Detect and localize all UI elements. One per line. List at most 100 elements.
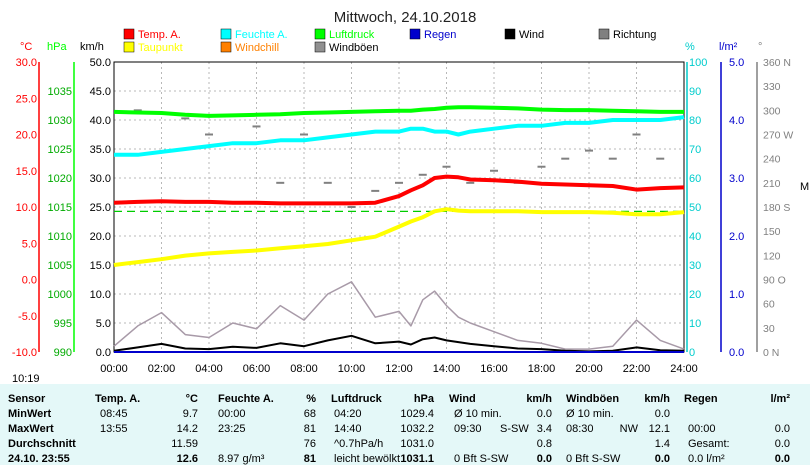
direction-tick-label: 0 N	[763, 347, 779, 359]
series-line-taupunkt	[113, 207, 685, 267]
header-humidity: Feuchte A.	[218, 393, 274, 405]
legend-swatch-6	[123, 41, 135, 53]
wind-value: 0.0	[536, 408, 552, 420]
legend: Temp. A. Feuchte A. Luftdruck Regen Wind Rich…	[123, 28, 656, 54]
gust-value: 12.1	[648, 423, 670, 435]
wind-tick-label: 10.0	[90, 289, 111, 301]
series-line-temp-a-	[113, 174, 685, 206]
rain-value: 0.0	[774, 453, 790, 465]
legend-label-8: Windböen	[329, 42, 379, 54]
pressure-time: ^0.7hPa/h	[334, 438, 384, 450]
humidity-tick-label: 20	[689, 289, 701, 301]
direction-tick-label: 180 S	[763, 202, 790, 214]
time-tick-label: 20:00	[575, 363, 603, 375]
humidity-time: 23:25	[218, 423, 246, 435]
grid	[113, 61, 685, 353]
legend-label-6: Taupunkt	[138, 42, 183, 54]
rain-tick-label: 1.0	[729, 289, 744, 301]
temp-value: 12.6	[176, 453, 198, 465]
header-temp-unit: °C	[185, 393, 198, 405]
direction-tick-label: 300	[763, 105, 781, 117]
header-humidity-unit: %	[306, 393, 316, 405]
wind-tick-label: 0.0	[96, 347, 111, 359]
temp-value: 9.7	[182, 408, 198, 420]
header-gust: Windböen	[566, 393, 620, 405]
rain-tick-label: 4.0	[729, 115, 744, 127]
wind-tick-label: 25.0	[90, 202, 111, 214]
wind-time: Ø 10 min.	[454, 408, 502, 420]
temp-tick-label: 5.0	[22, 238, 37, 250]
legend-swatch-7	[220, 41, 232, 53]
time-tick-label: 02:00	[148, 363, 176, 375]
pressure-tick-label: 1000	[48, 289, 72, 301]
temp-tick-label: 25.0	[16, 93, 37, 105]
humidity-tick-label: 0	[689, 347, 695, 359]
header-rain-unit: l/m²	[770, 393, 790, 405]
humidity-time: 8.97 g/m³	[218, 453, 265, 465]
rain-value: 0.0	[774, 438, 790, 450]
humidity-tick-label: 50	[689, 202, 701, 214]
wind-tick-label: 30.0	[90, 173, 111, 185]
gust-value: 0.0	[654, 408, 670, 420]
wind-time: 09:30	[454, 423, 482, 435]
time-tick-label: 18:00	[528, 363, 556, 375]
wind-tick-label: 45.0	[90, 86, 111, 98]
wind-tick-label: 50.0	[90, 57, 111, 69]
weather-chart: Mittwoch, 24.10.2018 Temp. A. Feuchte A. L…	[12, 9, 809, 384]
row-label: MinWert	[8, 408, 52, 420]
legend-swatch-0	[123, 28, 135, 40]
humidity-tick-label: 70	[689, 144, 701, 156]
humidity-tick-label: 40	[689, 231, 701, 243]
pressure-tick-label: 1010	[48, 231, 72, 243]
pressure-value: 1031.1	[400, 453, 434, 465]
legend-swatch-8	[314, 41, 326, 53]
row-label: MaxWert	[8, 423, 54, 435]
axes: 30.0 25.0 20.0 15.0 10.0 5.0 0.0 -5.0 -10.0 1035 1…	[12, 57, 794, 375]
legend-label-0: Temp. A.	[138, 29, 181, 41]
wind-tick-label: 40.0	[90, 115, 111, 127]
time-tick-label: 06:00	[243, 363, 271, 375]
temp-tick-label: -10.0	[12, 347, 37, 359]
rain-tick-label: 3.0	[729, 173, 744, 185]
pressure-value: 1032.2	[400, 423, 434, 435]
legend-swatch-5	[598, 28, 610, 40]
edge-mark: M	[800, 181, 809, 193]
row-label: 24.10. 23:55	[8, 453, 70, 465]
rain-tick-label: 2.0	[729, 231, 744, 243]
direction-tick-label: 360 N	[763, 57, 791, 69]
humidity-axis-unit: %	[685, 41, 695, 53]
temp-time: 08:45	[100, 408, 128, 420]
legend-swatch-4	[504, 28, 516, 40]
humidity-value: 81	[303, 453, 316, 465]
direction-tick-label: 120	[763, 250, 781, 262]
pressure-time: 04:20	[334, 408, 362, 420]
pressure-tick-label: 1030	[48, 115, 72, 127]
direction-tick-label: 210	[763, 178, 781, 190]
wind-time: 0 Bft S-SW	[454, 453, 509, 465]
legend-label-5: Richtung	[613, 29, 656, 41]
sunrise-label: 10:19	[12, 373, 40, 384]
chart-title: Mittwoch, 24.10.2018	[334, 9, 477, 26]
gust-time: 0 Bft S-SW	[566, 453, 621, 465]
temp-tick-label: 10.0	[16, 202, 37, 214]
pressure-time: leicht bewölkt	[334, 453, 401, 465]
wind-tick-label: 35.0	[90, 144, 111, 156]
wind-tick-label: 15.0	[90, 260, 111, 272]
humidity-tick-label: 60	[689, 173, 701, 185]
header-pressure: Luftdruck	[331, 393, 382, 405]
pressure-tick-label: 1025	[48, 144, 72, 156]
time-tick-label: 10:00	[338, 363, 366, 375]
pressure-tick-label: 1020	[48, 173, 72, 185]
temp-tick-label: 0.0	[22, 275, 37, 287]
time-tick-label: 08:00	[290, 363, 318, 375]
humidity-value: 76	[303, 438, 316, 450]
gust-value: 0.0	[654, 453, 670, 465]
chart-marks	[113, 105, 685, 353]
time-tick-label: 00:00	[100, 363, 128, 375]
wind-value: 0.0	[536, 453, 552, 465]
pressure-tick-label: 1005	[48, 260, 72, 272]
axis-units: °C hPa km/h% l/m² °	[20, 41, 762, 53]
pressure-tick-label: 995	[54, 318, 72, 330]
pressure-tick-label: 1035	[48, 86, 72, 98]
direction-axis-unit: °	[758, 41, 762, 53]
